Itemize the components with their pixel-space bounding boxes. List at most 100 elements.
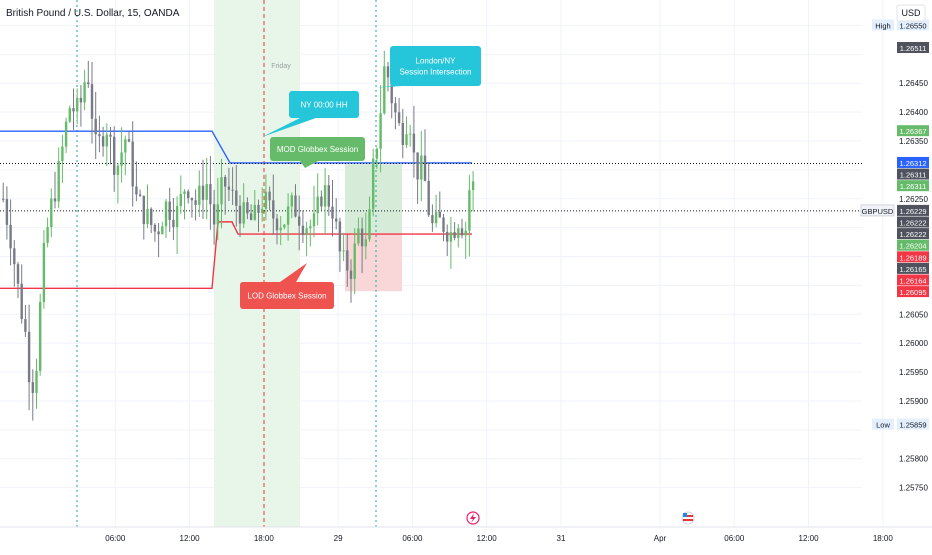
price-label-value: 1.25859: [899, 421, 926, 430]
price-label-value: 1.26222: [899, 230, 926, 239]
candle-body: [150, 208, 153, 225]
candle-body: [209, 184, 212, 205]
callout-box: [240, 282, 334, 309]
price-label-box: [897, 418, 929, 430]
candle-body: [357, 228, 360, 244]
candle-body: [183, 191, 186, 194]
candle-body: [446, 231, 449, 242]
time-tick-label: 12:00: [477, 534, 498, 543]
candle-body: [220, 177, 223, 205]
candle-body: [335, 218, 338, 222]
candle-body: [420, 155, 423, 180]
candle-body: [175, 206, 179, 228]
candle-body: [157, 231, 160, 235]
price-label-box: [897, 216, 929, 228]
candle-body: [364, 239, 367, 247]
candle-body: [216, 204, 219, 225]
price-label-value: 1.26189: [899, 253, 926, 262]
price-tick-label: 1.26050: [899, 310, 928, 319]
price-tick-label: 1.25800: [899, 455, 928, 464]
candle-body: [109, 134, 112, 137]
candle-body: [279, 227, 282, 231]
price-label-value: 1.26311: [900, 171, 927, 180]
price-label-value: 1.26165: [899, 265, 926, 274]
price-label: 1.26222: [897, 228, 929, 240]
candle-body: [464, 230, 467, 236]
price-label-value: 1.26164: [899, 277, 926, 286]
candle-body: [238, 205, 242, 224]
candle-body: [90, 84, 94, 119]
candle-body: [471, 181, 475, 191]
price-label-tag-text: GBPUSD: [862, 207, 894, 216]
candle-body: [190, 198, 194, 201]
candle-body: [231, 189, 234, 191]
price-label: 1.26164: [897, 274, 929, 286]
price-label: 1.26204: [897, 239, 929, 251]
time-tick-label: 18:00: [873, 534, 894, 543]
time-tick-label: 31: [557, 534, 566, 543]
candle-body: [353, 243, 356, 279]
callout-pointer: [374, 86, 402, 88]
price-tick-label: 1.26450: [899, 79, 928, 88]
candle-body: [331, 206, 334, 219]
candle-body: [142, 195, 145, 225]
candle-body: [46, 227, 49, 243]
candle-body: [253, 204, 256, 220]
candle-body: [312, 213, 316, 227]
flag-canton: [683, 513, 687, 517]
candle-body: [94, 118, 97, 135]
time-tick-label: Apr: [654, 534, 667, 543]
candle-body: [164, 201, 168, 227]
price-tick-label: 1.26000: [899, 339, 928, 348]
price-label-box: [897, 286, 929, 298]
price-label: 1.26311: [897, 168, 929, 180]
candle-body: [39, 301, 42, 371]
candle-body: [187, 191, 190, 199]
candle-body: [283, 224, 286, 228]
price-label-value: 1.26229: [899, 207, 926, 216]
currency-button[interactable]: USD: [896, 4, 926, 22]
candle-body: [53, 198, 57, 202]
price-label-box: [897, 228, 929, 240]
candle-body: [349, 270, 353, 279]
candle-body: [35, 370, 38, 393]
callout-pointer: [280, 263, 307, 282]
time-tick-label: 12:00: [799, 534, 820, 543]
candle-body: [179, 193, 182, 207]
candle-body: [27, 331, 31, 383]
time-axis[interactable]: 06:00 12:00 18:00 29 06:00 12:00 31 Apr 06:00 12:…: [0, 0, 932, 543]
session-vertical-lines: [76, 0, 377, 527]
price-label-tag: [860, 204, 895, 217]
flag-stripe: [683, 519, 693, 521]
candle-body: [468, 190, 471, 231]
callout-box: [390, 46, 481, 86]
candle-body: [116, 165, 120, 175]
candle-body: [346, 250, 349, 271]
candle-body: [342, 250, 345, 252]
price-tick-label: 1.25750: [899, 484, 928, 493]
candle-body: [394, 103, 397, 113]
candle-body: [301, 225, 305, 235]
candle-body: [20, 283, 23, 320]
callout-pointer: [262, 118, 316, 137]
candle-body: [198, 185, 201, 205]
candle-body: [13, 248, 16, 265]
candle-body: [72, 108, 75, 112]
candle-body: [135, 186, 138, 195]
candle-body: [360, 228, 364, 247]
candle-body: [98, 134, 101, 137]
price-label-value: 1.26550: [899, 21, 926, 30]
hod-line: [0, 130, 472, 164]
lightning-bolt-icon: [470, 513, 476, 523]
price-label-box: [897, 156, 929, 168]
candle-body: [272, 200, 275, 219]
price-tick-label: 1.26350: [899, 137, 928, 146]
annotation-callout: London/NY Session Intersection: [374, 46, 481, 88]
price-axis[interactable]: 1.25750 1.25800 1.25900 1.25950 1.26000 1.260…: [860, 19, 929, 493]
currency-label: USD: [901, 8, 921, 18]
flag-stripe: [683, 515, 693, 517]
time-tick-label: 06:00: [105, 534, 126, 543]
candle-body: [268, 191, 271, 201]
